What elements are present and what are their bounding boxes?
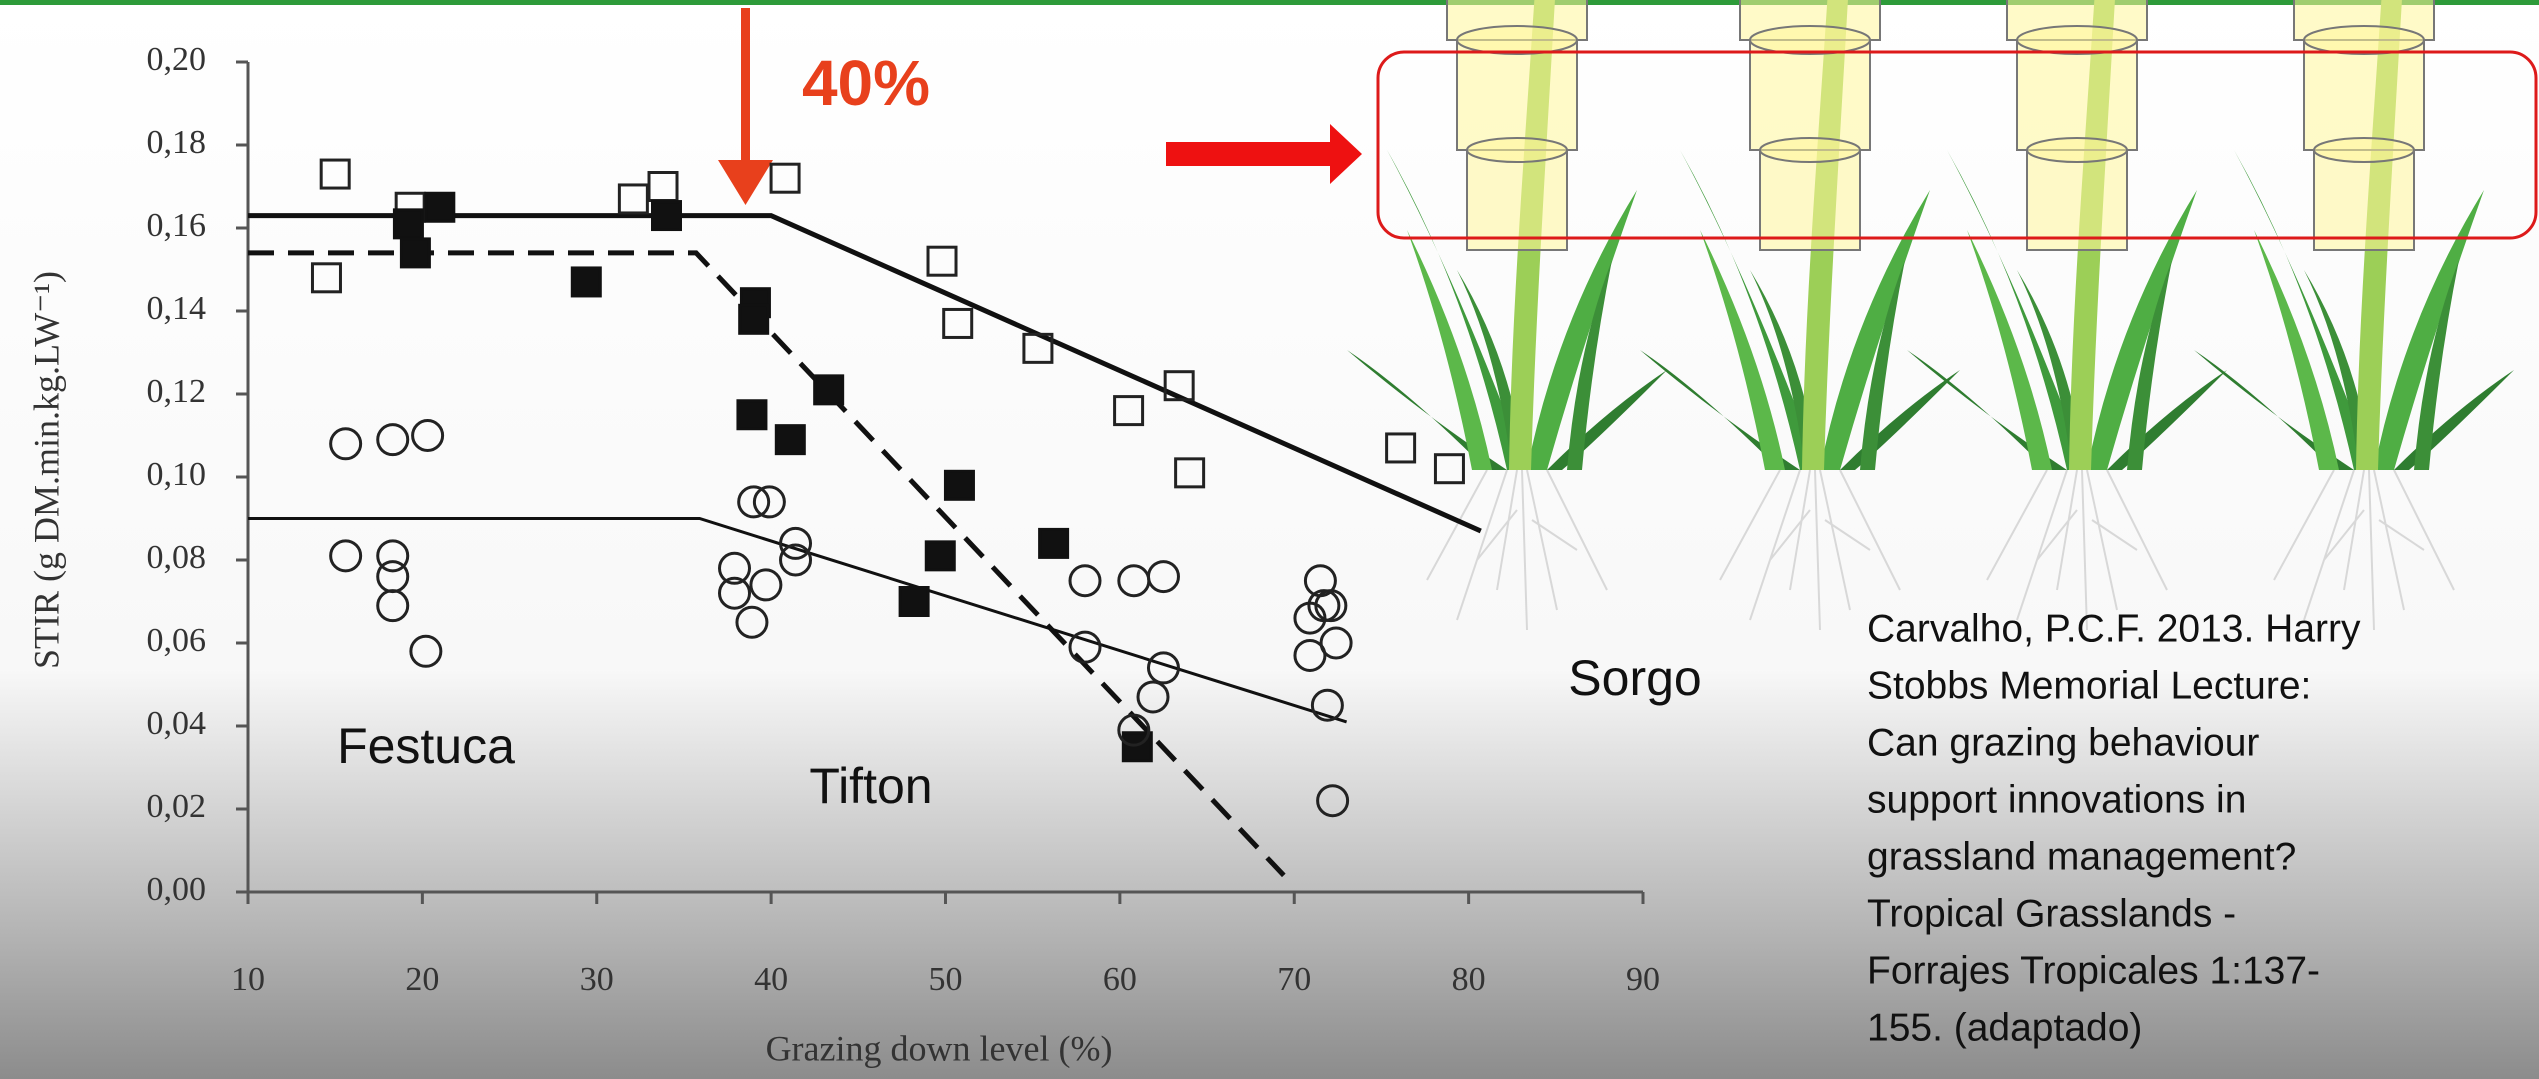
- y-tick-label: 0,10: [147, 456, 207, 493]
- citation-line: 155. (adaptado): [1867, 1006, 2142, 1049]
- x-tick-label: 40: [754, 961, 788, 998]
- point: [900, 588, 928, 616]
- x-tick-label: 30: [580, 961, 614, 998]
- x-tick-label: 20: [405, 961, 439, 998]
- citation-line: grassland management?: [1867, 835, 2296, 878]
- y-tick-label: 0,16: [147, 207, 207, 244]
- y-axis-title: STIR (g DM.min.kg.LW⁻¹): [26, 271, 66, 669]
- y-tick-label: 0,14: [147, 290, 207, 327]
- x-axis-title: Grazing down level (%): [766, 1028, 1113, 1068]
- y-tick-label: 0,08: [147, 539, 207, 576]
- point: [945, 471, 973, 499]
- point: [572, 268, 600, 296]
- y-tick-label: 0,00: [147, 871, 207, 908]
- citation-line: Can grazing behaviour: [1867, 721, 2259, 764]
- point: [1040, 529, 1068, 557]
- y-tick-label: 0,04: [147, 705, 207, 742]
- y-tick-label: 0,06: [147, 622, 207, 659]
- citation-line: support innovations in: [1867, 778, 2246, 821]
- citation-line: Forrajes Tropicales 1:137-: [1867, 949, 2320, 992]
- y-tick-label: 0,20: [147, 41, 207, 78]
- citation-line: Carvalho, P.C.F. 2013. Harry: [1867, 607, 2361, 650]
- point: [394, 210, 422, 238]
- slide: Grazing down level (%) STIR (g DM.min.kg…: [0, 0, 2539, 1079]
- x-tick-label: 80: [1452, 961, 1486, 998]
- point: [776, 426, 804, 454]
- citation-line: Stobbs Memorial Lecture:: [1867, 664, 2311, 707]
- point: [926, 542, 954, 570]
- x-tick-label: 50: [929, 961, 963, 998]
- point: [653, 202, 681, 230]
- annotation: Sorgo: [1568, 650, 1701, 706]
- annotation: Tifton: [809, 758, 932, 814]
- citation-line: Tropical Grasslands -: [1867, 892, 2236, 935]
- point: [740, 305, 768, 333]
- point: [426, 193, 454, 221]
- point: [815, 376, 843, 404]
- y-tick-label: 0,02: [147, 788, 207, 825]
- x-tick-label: 90: [1626, 961, 1660, 998]
- page: {"chart_data": { "type": "scatter", "x_l…: [0, 0, 2539, 1079]
- y-tick-label: 0,18: [147, 124, 207, 161]
- top-border: [0, 0, 2539, 5]
- y-tick-label: 0,12: [147, 373, 207, 410]
- x-tick-label: 10: [231, 961, 265, 998]
- x-tick-label: 70: [1277, 961, 1311, 998]
- point: [738, 401, 766, 429]
- annotation: Festuca: [337, 718, 515, 774]
- x-tick-label: 60: [1103, 961, 1137, 998]
- annotation: 40%: [802, 47, 930, 119]
- point: [401, 239, 429, 267]
